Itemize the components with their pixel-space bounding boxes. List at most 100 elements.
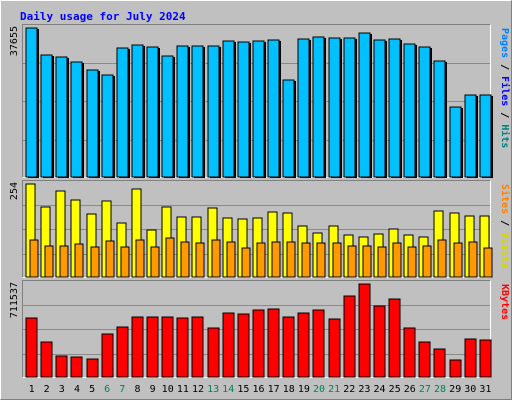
x-tick-label: 29: [449, 384, 461, 395]
kbytes-bar: [403, 327, 416, 378]
kbytes-bar: [373, 305, 386, 378]
sites-bar: [59, 245, 69, 278]
sites-bar: [453, 242, 463, 278]
sites-bar: [422, 245, 432, 278]
hits-bar: [176, 45, 189, 178]
panel-sites-visits-frame-shadow: [22, 180, 491, 278]
panel-kbytes-ymax-label: 711537: [9, 282, 20, 318]
sites-bar: [316, 242, 326, 278]
x-tick-label: 4: [74, 384, 80, 395]
x-tick-label: 26: [404, 384, 416, 395]
hits-bar: [479, 94, 492, 178]
sites-bar: [150, 246, 160, 278]
hits-bar: [418, 46, 431, 178]
kbytes-bar: [358, 283, 371, 378]
kbytes-bar: [388, 298, 401, 378]
hits-bar: [328, 37, 341, 178]
hits-bar: [252, 40, 265, 178]
x-tick-label: 21: [328, 384, 340, 395]
x-tick-label: 17: [268, 384, 280, 395]
panel-kbytes-frame-shadow: [22, 280, 491, 378]
hits-bar: [207, 45, 220, 178]
kbytes-bar: [237, 313, 250, 378]
x-tick-label: 25: [389, 384, 401, 395]
kbytes-bar: [146, 316, 159, 378]
panel-kbytes-axis-label: KBytes: [499, 284, 510, 320]
hits-bar: [161, 55, 174, 178]
kbytes-bar: [116, 326, 129, 378]
kbytes-bar: [282, 316, 295, 378]
hits-bar: [312, 36, 325, 178]
kbytes-bar: [222, 312, 235, 378]
sites-bar: [347, 245, 357, 278]
kbytes-bar: [297, 312, 310, 378]
sites-bar: [211, 239, 221, 278]
sites-bar: [29, 239, 39, 278]
panel-sites-visits-axis-label: Sites / Visits: [499, 184, 511, 268]
hits-bar: [403, 43, 416, 178]
sites-bar: [483, 247, 493, 278]
panel-sites-visits-axis-label-part: /: [499, 214, 510, 232]
sites-bar: [44, 245, 54, 278]
panel-sites-visits: 254 Sites / Visits: [9, 180, 511, 278]
hits-bar: [101, 74, 114, 178]
kbytes-bar: [207, 327, 220, 378]
hits-bar: [70, 61, 83, 178]
kbytes-bar: [40, 341, 53, 378]
sites-bar: [180, 241, 190, 278]
kbytes-bar: [328, 318, 341, 378]
hits-bar: [267, 39, 280, 178]
kbytes-bar: [176, 317, 189, 378]
hits-bar: [116, 47, 129, 178]
sites-bar: [437, 239, 447, 278]
x-tick-label: 5: [89, 384, 95, 395]
x-tick-label: 27: [419, 384, 431, 395]
sites-bar: [135, 239, 145, 278]
kbytes-bar: [25, 317, 38, 378]
kbytes-bar: [479, 339, 492, 378]
x-tick-label: 7: [119, 384, 125, 395]
sites-bar: [256, 242, 266, 278]
hits-bar: [282, 79, 295, 178]
kbytes-bar: [312, 309, 325, 378]
sites-bar: [120, 246, 130, 278]
panel-sites-visits-ymax-label: 254: [9, 182, 20, 200]
sites-bar: [362, 245, 372, 278]
panel-pages-files-hits-frame-shadow: [22, 24, 491, 178]
panel-pages-files-hits-axis-label: Pages / Files / Hits: [499, 28, 511, 148]
x-tick-label: 19: [298, 384, 310, 395]
hits-bar: [25, 27, 38, 178]
hits-bar: [433, 60, 446, 178]
kbytes-bar: [252, 309, 265, 378]
panel-kbytes-axis-label-part: KBytes: [499, 284, 510, 320]
chart-panels: 37655 Pages / Files / Hits 254 Sites / Visi…: [9, 24, 511, 378]
x-tick-label: 23: [358, 384, 370, 395]
sites-bar: [165, 237, 175, 278]
x-tick-label: 24: [373, 384, 385, 395]
x-tick-label: 15: [237, 384, 249, 395]
x-tick-label: 14: [222, 384, 234, 395]
hits-bar: [358, 32, 371, 178]
kbytes-bar: [449, 359, 462, 378]
x-axis-day-labels: 1 2 3 4 5 6 7 8 9 10 11 12 13 14 15 16 17 18 19 20 21 22 23 24 2…: [29, 384, 492, 395]
sites-bar: [241, 247, 251, 278]
x-tick-label: 13: [207, 384, 219, 395]
hits-bar: [146, 46, 159, 178]
kbytes-bar: [267, 308, 280, 378]
sites-bar: [301, 242, 311, 278]
x-tick-label: 31: [479, 384, 491, 395]
kbytes-bar: [86, 358, 99, 378]
hits-bar: [449, 106, 462, 178]
kbytes-bar: [55, 355, 68, 378]
panel-pages-files-hits-axis-label-part: Pages: [499, 28, 510, 58]
panel-sites-visits-axis-label-part: Visits: [499, 232, 511, 268]
hits-bar: [191, 45, 204, 178]
panel-pages-files-hits-ymax-label: 37655: [9, 26, 20, 56]
kbytes-bar: [70, 356, 83, 378]
x-tick-label: 22: [343, 384, 355, 395]
x-tick-label: 6: [104, 384, 110, 395]
x-tick-label: 28: [434, 384, 446, 395]
hits-bar: [237, 41, 250, 178]
